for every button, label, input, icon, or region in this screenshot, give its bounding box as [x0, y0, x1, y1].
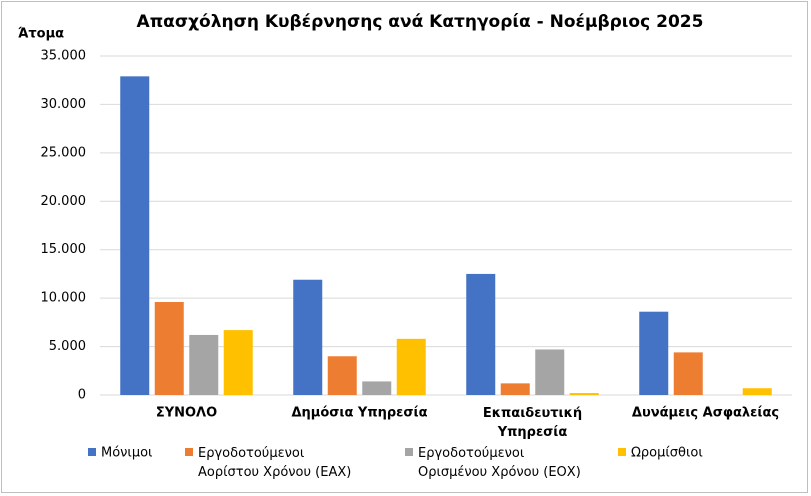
x-tick-label: Εκπαιδευτική Υπηρεσία — [483, 406, 582, 440]
y-tick-label: 20.000 — [41, 194, 87, 209]
bar — [500, 383, 530, 395]
legend-label: Εργοδοτούμενοι Ορισμένου Χρόνου (ΕΟΧ) — [418, 446, 581, 480]
legend-swatch — [88, 448, 96, 456]
bar — [189, 334, 219, 395]
bar — [327, 356, 357, 395]
x-tick-label: ΣΥΝΟΛΟ — [156, 406, 217, 421]
bar — [223, 330, 253, 395]
legend-swatch — [618, 448, 626, 456]
bar — [639, 311, 669, 395]
bar — [569, 393, 599, 395]
y-tick-label: 15.000 — [41, 242, 87, 257]
y-tick-label: 0 — [78, 388, 86, 403]
bar — [120, 76, 150, 395]
legend-label: Εργοδοτούμενοι Αορίστου Χρόνου (ΕΑΧ) — [198, 446, 351, 480]
y-axis-label: Άτομα — [18, 27, 64, 42]
y-tick-label: 5.000 — [49, 339, 86, 354]
bar — [535, 349, 565, 395]
legend-label: Μόνιμοι — [101, 446, 152, 461]
y-tick-label: 10.000 — [41, 291, 87, 306]
x-tick-label: Δυνάμεις Ασφαλείας — [632, 406, 779, 421]
bar — [154, 302, 184, 395]
bar — [466, 273, 496, 395]
bar — [673, 352, 703, 395]
y-tick-label: 25.000 — [41, 145, 87, 160]
bar — [293, 279, 323, 395]
y-tick-label: 30.000 — [41, 97, 87, 112]
bar — [396, 338, 426, 395]
y-tick-label: 35.000 — [41, 49, 87, 64]
legend-swatch — [405, 448, 413, 456]
legend-label: Ωρομίσθιοι — [631, 446, 703, 461]
bar — [362, 381, 392, 395]
bar — [742, 388, 772, 395]
legend-swatch — [185, 448, 193, 456]
chart-title: Απασχόληση Κυβέρνησης ανά Κατηγορία - Νο… — [137, 12, 704, 32]
x-tick-label: Δημόσια Υπηρεσία — [291, 406, 427, 421]
